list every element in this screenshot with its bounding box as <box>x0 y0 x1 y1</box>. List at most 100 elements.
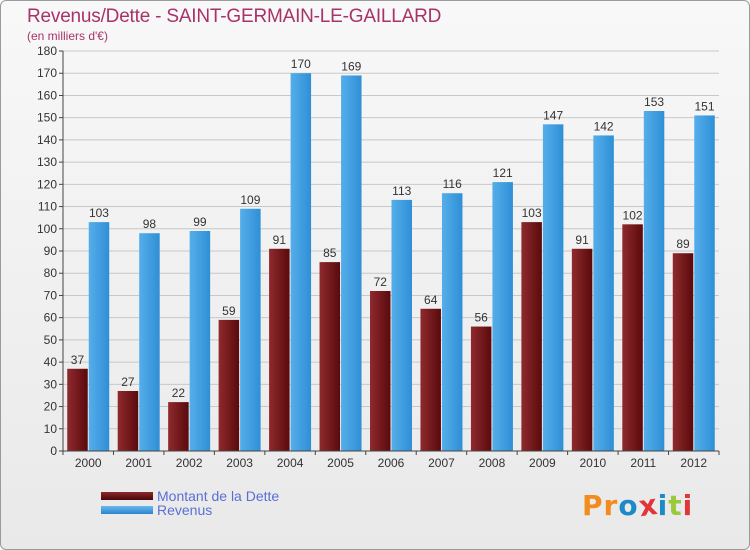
x-tick-label: 2012 <box>680 456 707 470</box>
bar-revenus <box>694 115 715 451</box>
legend-item-revenus: Revenus <box>101 502 212 518</box>
y-tick-label: 160 <box>37 88 57 102</box>
proxiti-logo: Proxiti <box>582 487 694 524</box>
data-label-revenus: 103 <box>89 206 109 220</box>
y-tick-label: 0 <box>50 444 57 458</box>
x-tick-label: 2006 <box>378 456 405 470</box>
data-label-dette: 56 <box>474 311 488 325</box>
bar-revenus <box>441 193 463 451</box>
data-label-revenus: 151 <box>695 99 715 113</box>
data-label-revenus: 142 <box>594 119 614 133</box>
bar-dette <box>269 248 290 451</box>
data-label-dette: 102 <box>623 208 643 222</box>
data-label-dette: 37 <box>71 353 85 367</box>
logo-letter: P <box>582 489 604 522</box>
data-label-dette: 89 <box>676 237 690 251</box>
chart-subtitle: (en milliers d'€) <box>27 29 108 43</box>
data-label-revenus: 153 <box>644 95 664 109</box>
logo-letter: i <box>682 489 694 522</box>
data-label-revenus: 121 <box>493 166 513 180</box>
legend-label-revenus: Revenus <box>157 502 213 518</box>
x-tick-label: 2000 <box>75 456 102 470</box>
data-label-revenus: 170 <box>291 57 311 71</box>
y-tick-label: 30 <box>44 377 58 391</box>
y-tick-label: 130 <box>37 155 57 169</box>
y-tick-label: 120 <box>37 177 57 191</box>
y-tick-label: 180 <box>37 44 57 58</box>
data-label-dette: 59 <box>222 304 236 318</box>
data-label-dette: 27 <box>121 375 135 389</box>
bar-revenus <box>189 231 211 451</box>
x-tick-label: 2003 <box>226 456 253 470</box>
bar-revenus <box>88 222 110 451</box>
bar-dette <box>672 253 694 451</box>
y-tick-label: 100 <box>37 222 57 236</box>
x-tick-label: 2011 <box>630 456 656 470</box>
bar-revenus <box>643 111 665 451</box>
logo-letter: o <box>618 489 639 522</box>
y-tick-label: 20 <box>44 400 58 414</box>
data-labels: 37 103 27 98 22 99 59 109 91 170 85 169 72 113 64 116 56… <box>71 57 715 400</box>
data-label-dette: 91 <box>575 233 589 247</box>
bar-dette <box>168 402 189 451</box>
y-tick-label: 40 <box>44 355 58 369</box>
x-tick-label: 2002 <box>176 456 203 470</box>
bar-revenus <box>542 124 564 451</box>
legend-swatch-dette <box>101 492 153 500</box>
x-tick-label: 2005 <box>327 456 354 470</box>
bar-revenus <box>240 208 261 451</box>
bars <box>67 73 715 451</box>
logo-letter: r <box>603 489 619 522</box>
data-label-dette: 22 <box>172 386 186 400</box>
legend-item-dette: Montant de la Dette <box>101 488 279 504</box>
y-tick-label: 50 <box>44 333 58 347</box>
data-label-revenus: 99 <box>193 215 207 229</box>
logo-letter: t <box>668 489 683 522</box>
legend-label-dette: Montant de la Dette <box>157 488 280 504</box>
bar-revenus <box>341 75 362 451</box>
y-tick-label: 140 <box>37 133 57 147</box>
data-label-dette: 64 <box>424 293 438 307</box>
bar-dette <box>521 222 542 451</box>
bar-revenus <box>492 182 513 451</box>
x-tick-label: 2007 <box>428 456 455 470</box>
data-label-dette: 103 <box>522 206 542 220</box>
y-tick-label: 170 <box>37 66 57 80</box>
x-tick-label: 2001 <box>125 456 152 470</box>
data-label-revenus: 113 <box>392 184 411 198</box>
chart-title: Revenus/Dette - SAINT-GERMAIN-LE-GAILLAR… <box>27 6 442 27</box>
data-label-dette: 91 <box>273 233 287 247</box>
y-tick-label: 90 <box>44 244 58 258</box>
y-tick-label: 60 <box>44 311 58 325</box>
y-tick-label: 150 <box>37 111 57 125</box>
data-label-revenus: 98 <box>143 217 157 231</box>
data-label-dette: 85 <box>323 246 337 260</box>
x-tick-label: 2008 <box>479 456 506 470</box>
y-tick-label: 80 <box>44 266 58 280</box>
y-axis-ticks: 0 10 20 30 40 50 60 70 80 90 100 110 120 130 140 150 160… <box>37 44 63 458</box>
legend-swatch-revenus <box>101 506 153 514</box>
bar-dette <box>319 262 341 451</box>
x-tick-label: 2004 <box>277 456 304 470</box>
data-label-revenus: 116 <box>443 177 462 191</box>
bar-dette <box>370 291 391 451</box>
bar-dette <box>218 319 240 451</box>
bar-revenus <box>290 73 312 451</box>
y-tick-label: 70 <box>44 288 58 302</box>
x-tick-label: 2010 <box>579 456 606 470</box>
bar-dette <box>67 368 88 451</box>
bar-dette <box>571 248 593 451</box>
bar-revenus <box>593 135 614 451</box>
bar-dette <box>117 391 139 451</box>
x-tick-label: 2009 <box>529 456 556 470</box>
data-label-revenus: 147 <box>543 108 563 122</box>
x-axis-ticks: 2000 2001 2002 2003 2004 2005 2006 2007 2008 2009… <box>62 451 720 470</box>
logo-letter: x <box>636 487 660 524</box>
data-label-revenus: 109 <box>240 193 260 207</box>
y-tick-label: 10 <box>44 422 58 436</box>
bar-revenus <box>139 233 160 451</box>
data-label-revenus: 169 <box>341 59 361 73</box>
bar-dette <box>622 224 643 451</box>
